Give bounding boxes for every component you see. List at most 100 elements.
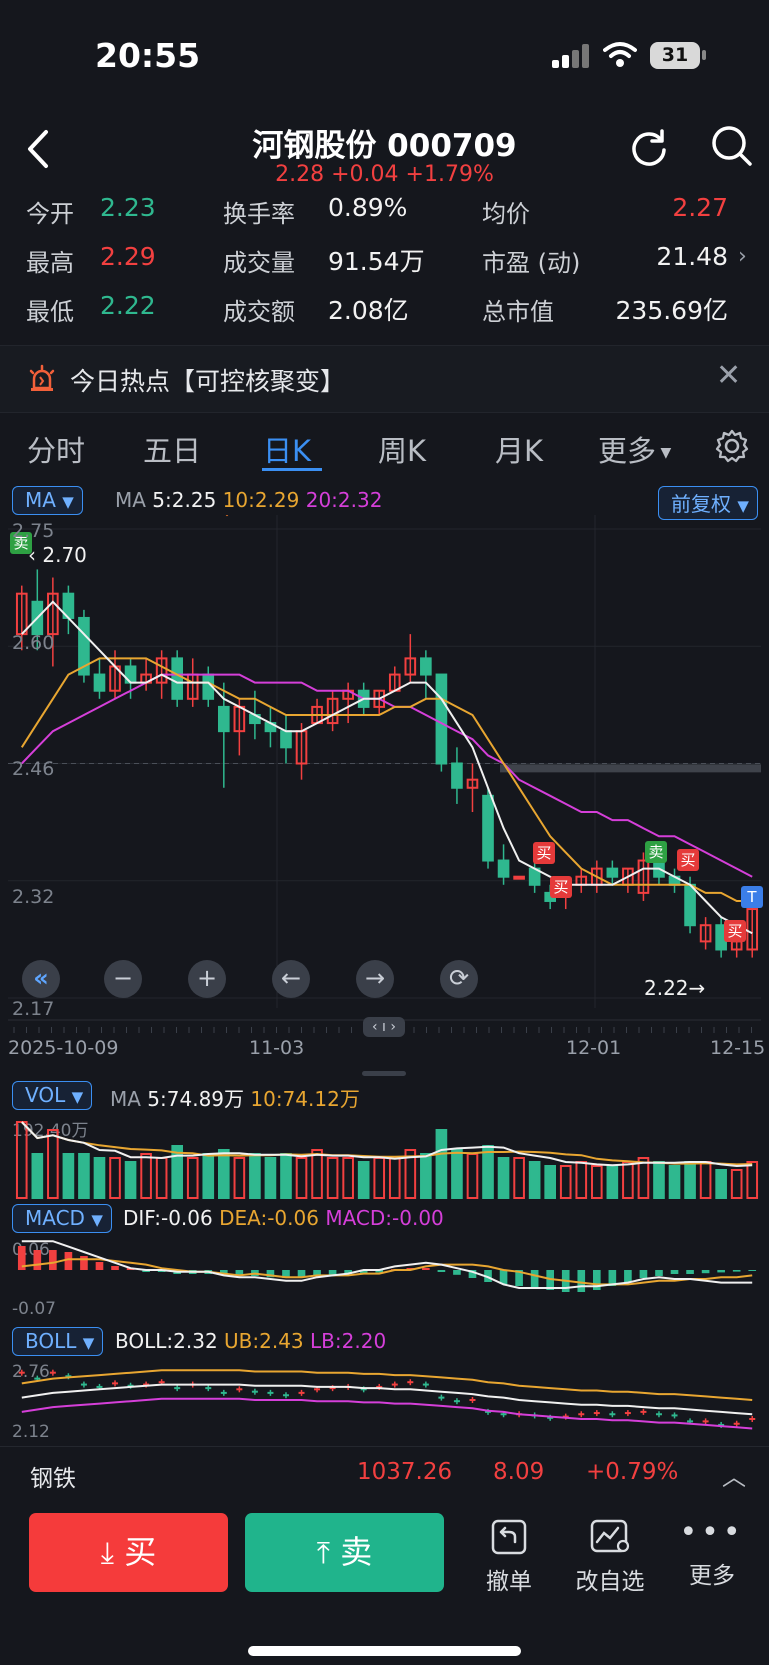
volume-bar bbox=[373, 1157, 386, 1199]
sector-change: 8.09 bbox=[493, 1459, 545, 1485]
tab-more[interactable]: 更多 ▼ bbox=[598, 428, 671, 470]
tab-more-label: 更多 bbox=[598, 434, 657, 468]
search-button[interactable] bbox=[710, 124, 754, 172]
close-icon[interactable]: ✕ bbox=[716, 358, 742, 393]
event-marker bbox=[222, 515, 232, 517]
ma-legend-label: MA bbox=[115, 488, 146, 512]
cancel-order-button[interactable]: 撤单 bbox=[464, 1518, 554, 1596]
buy-signal-badge[interactable]: 买 bbox=[533, 842, 555, 864]
macd-bar bbox=[49, 1250, 57, 1270]
volume-bar bbox=[124, 1161, 137, 1199]
more-label: 更多 bbox=[689, 1563, 735, 1589]
gear-icon[interactable] bbox=[714, 428, 750, 464]
candle-body bbox=[93, 673, 106, 692]
edit-watchlist-button[interactable]: 改自选 bbox=[565, 1518, 655, 1596]
macd-value: MACD:-0.00 bbox=[325, 1206, 444, 1230]
indicator-select-macd[interactable]: MACD ▼ bbox=[12, 1204, 112, 1233]
macd-bar bbox=[484, 1270, 492, 1282]
high-label: 最高 bbox=[26, 249, 74, 277]
kline-chart[interactable] bbox=[0, 515, 769, 1075]
boll-legend: BOLL:2.32 UB:2.43 LB:2.20 bbox=[115, 1329, 386, 1353]
chevron-right-icon[interactable]: › bbox=[738, 244, 747, 269]
volume-bar bbox=[653, 1161, 665, 1199]
volume-bar bbox=[326, 1157, 339, 1199]
tab-day-k[interactable]: 日K bbox=[263, 434, 312, 468]
macd-bar bbox=[437, 1270, 446, 1272]
candle-body bbox=[606, 867, 619, 878]
y-label-bottom: 2.17 bbox=[12, 998, 55, 1020]
boll-chart[interactable] bbox=[0, 1356, 769, 1444]
hot-topic-bar[interactable]: 今日热点【可控核聚变】 ✕ bbox=[0, 345, 769, 413]
indicator-select-vol[interactable]: VOL ▼ bbox=[12, 1081, 93, 1110]
tab-month-k[interactable]: 月K bbox=[495, 434, 544, 468]
sell-signal-badge[interactable]: 卖 bbox=[645, 841, 667, 863]
zoom-in-button[interactable]: + bbox=[188, 960, 226, 998]
tab-five-day[interactable]: 五日 bbox=[143, 434, 202, 468]
volume-bar bbox=[404, 1149, 417, 1199]
buy-button-label: 买 bbox=[124, 1533, 157, 1571]
price-change-line: 2.28 +0.04 +1.79% bbox=[275, 162, 494, 187]
volume-bar bbox=[311, 1149, 323, 1199]
macd-chart[interactable] bbox=[0, 1232, 769, 1322]
sell-button[interactable]: ⤒ 卖 bbox=[245, 1513, 444, 1592]
tab-week-k[interactable]: 周K bbox=[378, 434, 427, 468]
ma5-value: 5:2.25 bbox=[152, 488, 217, 512]
volume-bar bbox=[217, 1149, 230, 1199]
search-icon bbox=[712, 126, 752, 166]
t-signal-badge[interactable]: T bbox=[741, 886, 763, 908]
macd-btn-label: MACD bbox=[25, 1206, 85, 1230]
macd-bar bbox=[375, 1270, 384, 1273]
buy-button[interactable]: ⤓ 买 bbox=[29, 1513, 228, 1592]
max-price-value: 2.70 bbox=[42, 543, 87, 567]
ma20-line bbox=[21, 673, 753, 878]
macd-bar bbox=[64, 1252, 73, 1270]
ma10-line bbox=[20, 657, 753, 902]
more-button[interactable]: ••• 更多 bbox=[667, 1518, 757, 1590]
volume-bar bbox=[357, 1161, 370, 1199]
y-label: 2.46 bbox=[12, 758, 55, 780]
macd-bottom-label: -0.07 bbox=[12, 1299, 56, 1319]
rotate-screen-button[interactable]: ⟳ bbox=[440, 960, 478, 998]
refresh-button[interactable] bbox=[628, 126, 670, 172]
scroll-right-button[interactable]: → bbox=[356, 960, 394, 998]
panel-resize-handle[interactable] bbox=[362, 1071, 406, 1076]
buy-signal-badge[interactable]: 买 bbox=[677, 849, 699, 871]
volume-bar bbox=[280, 1153, 292, 1199]
vol-ma5-line bbox=[21, 1121, 753, 1168]
macd-bar bbox=[95, 1262, 104, 1270]
more-dots-icon: ••• bbox=[679, 1515, 745, 1550]
battery-tip bbox=[702, 50, 706, 60]
sell-button-label: 卖 bbox=[340, 1533, 373, 1571]
macd-bar bbox=[639, 1270, 648, 1278]
buy-signal-badge[interactable]: 买 bbox=[724, 920, 746, 942]
pe-value: 21.48 bbox=[656, 242, 728, 271]
y-label-top: 2.75 bbox=[12, 520, 55, 542]
chevron-up-icon[interactable]: ︿ bbox=[722, 1463, 746, 1491]
cancel-order-label: 撤单 bbox=[486, 1569, 532, 1595]
chart-drag-handle[interactable]: ‹ ı › bbox=[363, 1017, 405, 1037]
tab-intraday[interactable]: 分时 bbox=[27, 434, 86, 468]
volume-bar bbox=[93, 1157, 106, 1199]
indicator-select-ma[interactable]: MA ▼ bbox=[12, 486, 83, 515]
sector-bar[interactable]: 钢铁 1037.26 8.09 +0.79% ︿ bbox=[0, 1446, 769, 1499]
boll-top-label: 2.76 bbox=[12, 1362, 50, 1382]
scroll-left-button[interactable]: ← bbox=[272, 960, 310, 998]
vol-btn-label: VOL bbox=[25, 1083, 66, 1107]
candle-body bbox=[482, 794, 494, 862]
candle-body bbox=[155, 657, 168, 684]
adjust-select[interactable]: 前复权 ▼ bbox=[658, 486, 758, 520]
ma-legend: MA 5:2.25 10:2.29 20:2.32 bbox=[115, 488, 382, 512]
buy-signal-badge[interactable]: 买 bbox=[550, 876, 572, 898]
hot-topic-text: 今日热点【可控核聚变】 bbox=[70, 367, 346, 396]
macd-bar bbox=[717, 1270, 725, 1273]
sell-signal-badge[interactable]: 卖 bbox=[10, 532, 32, 554]
volume-bar bbox=[342, 1157, 354, 1199]
volume-chart[interactable] bbox=[0, 1110, 769, 1200]
boll-lower-line bbox=[21, 1397, 753, 1430]
zoom-out-button[interactable]: − bbox=[104, 960, 142, 998]
macd-bar bbox=[266, 1270, 275, 1278]
volume-bar bbox=[109, 1157, 121, 1199]
fast-rewind-button[interactable]: « bbox=[22, 960, 60, 998]
back-button[interactable] bbox=[18, 124, 58, 174]
indicator-select-boll[interactable]: BOLL ▼ bbox=[12, 1327, 104, 1356]
